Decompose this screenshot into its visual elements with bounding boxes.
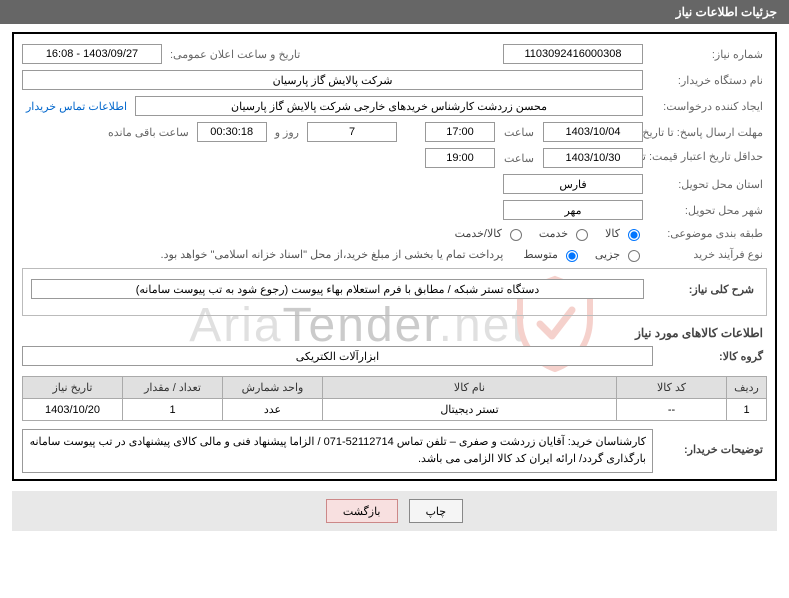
reply-date-field <box>543 122 643 142</box>
th-code: کد کالا <box>617 377 727 399</box>
td-row: 1 <box>727 399 767 421</box>
panel-header: جزئیات اطلاعات نیاز <box>0 0 789 24</box>
need-number-field <box>503 44 643 64</box>
td-name: تستر دیجیتال <box>323 399 617 421</box>
radio-service[interactable] <box>576 229 588 241</box>
th-name: نام کالا <box>323 377 617 399</box>
category-label: طبقه بندی موضوعی: <box>647 227 767 240</box>
buyer-org-label: نام دستگاه خریدار: <box>647 74 767 87</box>
th-row: ردیف <box>727 377 767 399</box>
radio-minor[interactable] <box>628 250 640 262</box>
row-city: شهر محل تحویل: <box>22 200 767 220</box>
row-process: نوع فرآیند خرید جزیی متوسط پرداخت تمام ی… <box>22 247 767 262</box>
back-button[interactable]: بازگشت <box>326 499 398 523</box>
requester-label: ایجاد کننده درخواست: <box>647 100 767 113</box>
city-label: شهر محل تحویل: <box>647 204 767 217</box>
province-label: استان محل تحویل: <box>647 178 767 191</box>
row-overall-desc: شرح کلی نیاز: <box>31 279 758 299</box>
th-qty: تعداد / مقدار <box>123 377 223 399</box>
row-category: طبقه بندی موضوعی: کالا خدمت کالا/خدمت <box>22 226 767 241</box>
time-remain-label: ساعت باقی مانده <box>104 126 193 139</box>
row-goods-group: گروه کالا: <box>22 346 767 366</box>
radio-medium-label[interactable]: متوسط <box>523 247 581 262</box>
goods-table: ردیف کد کالا نام کالا واحد شمارش تعداد /… <box>22 376 767 421</box>
time-remain-field <box>197 122 267 142</box>
time-label-1: ساعت <box>499 126 539 139</box>
row-validity: حداقل تاریخ اعتبار قیمت: تا تاریخ: ساعت <box>22 148 767 168</box>
row-buyer-org: نام دستگاه خریدار: <box>22 70 767 90</box>
row-requester: ایجاد کننده درخواست: اطلاعات تماس خریدار <box>22 96 767 116</box>
td-code: -- <box>617 399 727 421</box>
buyer-org-field <box>22 70 643 90</box>
requester-field <box>135 96 643 116</box>
city-field <box>503 200 643 220</box>
panel-title: جزئیات اطلاعات نیاز <box>676 5 777 19</box>
th-date: تاریخ نیاز <box>23 377 123 399</box>
radio-medium[interactable] <box>566 250 578 262</box>
table-header-row: ردیف کد کالا نام کالا واحد شمارش تعداد /… <box>23 377 767 399</box>
announce-field <box>22 44 162 64</box>
days-remain-field <box>307 122 397 142</box>
radio-minor-label[interactable]: جزیی <box>595 247 643 262</box>
goods-group-label: گروه کالا: <box>657 350 767 363</box>
buyer-notes-label: توضیحات خریدار: <box>657 429 767 456</box>
overall-desc-field <box>31 279 644 299</box>
th-unit: واحد شمارش <box>223 377 323 399</box>
validity-date-field <box>543 148 643 168</box>
goods-info-title: اطلاعات کالاهای مورد نیاز <box>26 326 763 340</box>
td-unit: عدد <box>223 399 323 421</box>
province-field <box>503 174 643 194</box>
announce-label: تاریخ و ساعت اعلان عمومی: <box>166 48 304 61</box>
days-and-label: روز و <box>271 126 303 139</box>
row-deadline: مهلت ارسال پاسخ: تا تاریخ: ساعت روز و سا… <box>22 122 767 142</box>
process-label: نوع فرآیند خرید <box>647 248 767 261</box>
radio-goods-service[interactable] <box>510 229 522 241</box>
contact-info-link[interactable]: اطلاعات تماس خریدار <box>22 100 131 113</box>
row-province: استان محل تحویل: <box>22 174 767 194</box>
table-row: 1 -- تستر دیجیتال عدد 1 1403/10/20 <box>23 399 767 421</box>
td-qty: 1 <box>123 399 223 421</box>
overall-desc-box: شرح کلی نیاز: <box>22 268 767 316</box>
row-buyer-notes: توضیحات خریدار: کارشناسان خرید: آقایان ز… <box>22 429 767 473</box>
row-need-number: شماره نیاز: تاریخ و ساعت اعلان عمومی: <box>22 44 767 64</box>
buyer-notes-field: کارشناسان خرید: آقایان زردشت و صفری – تل… <box>22 429 653 473</box>
validity-label: حداقل تاریخ اعتبار قیمت: تا تاریخ: <box>647 151 767 164</box>
content-panel: AriaTender.net شماره نیاز: تاریخ و ساعت … <box>12 32 777 481</box>
process-note: پرداخت تمام یا بخشی از مبلغ خرید،از محل … <box>161 248 510 261</box>
goods-group-field <box>22 346 653 366</box>
td-date: 1403/10/20 <box>23 399 123 421</box>
deadline-label: مهلت ارسال پاسخ: تا تاریخ: <box>647 126 767 139</box>
validity-time-field <box>425 148 495 168</box>
radio-goods-service-label[interactable]: کالا/خدمت <box>455 226 525 241</box>
radio-service-label[interactable]: خدمت <box>539 226 591 241</box>
radio-goods-label[interactable]: کالا <box>605 226 643 241</box>
overall-desc-label: شرح کلی نیاز: <box>648 283 758 296</box>
print-button[interactable]: چاپ <box>409 499 464 523</box>
reply-time-field <box>425 122 495 142</box>
time-label-2: ساعت <box>499 152 539 165</box>
need-number-label: شماره نیاز: <box>647 48 767 61</box>
footer-bar: چاپ بازگشت <box>12 491 777 531</box>
radio-goods[interactable] <box>628 229 640 241</box>
